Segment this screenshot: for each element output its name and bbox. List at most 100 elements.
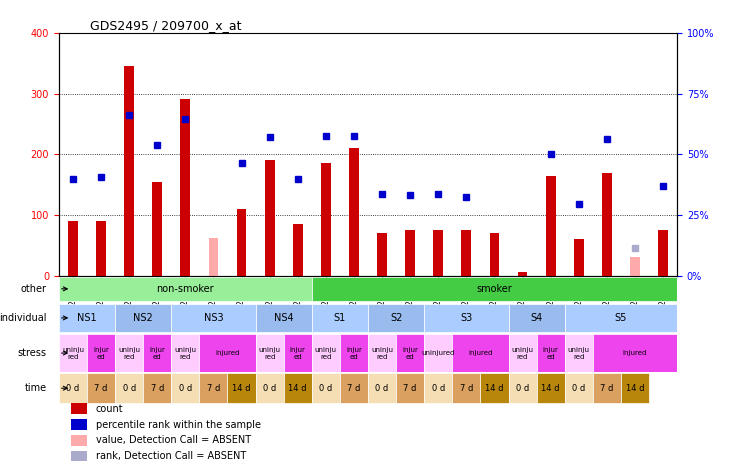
Text: 0 d: 0 d (122, 383, 135, 392)
Bar (574, 239, 584, 275)
Text: GDS2495 / 209700_x_at: GDS2495 / 209700_x_at (90, 19, 241, 32)
Text: NS4: NS4 (274, 313, 294, 323)
Text: rank, Detection Call = ABSENT: rank, Detection Call = ABSENT (96, 451, 247, 461)
Bar (71, 451, 87, 462)
Bar (208, 238, 219, 275)
Text: 0 d: 0 d (572, 383, 585, 392)
Text: 0 d: 0 d (263, 383, 276, 392)
Bar (237, 209, 247, 275)
Text: 7 d: 7 d (207, 383, 220, 392)
FancyBboxPatch shape (453, 373, 481, 403)
Bar (630, 257, 640, 275)
Text: value, Detection Call = ABSENT: value, Detection Call = ABSENT (96, 435, 251, 445)
Text: count: count (96, 404, 124, 414)
FancyBboxPatch shape (199, 335, 255, 372)
FancyBboxPatch shape (199, 373, 227, 403)
FancyBboxPatch shape (368, 304, 424, 332)
Bar (658, 230, 668, 275)
Text: uninju
red: uninju red (62, 346, 84, 360)
Bar (71, 403, 87, 414)
FancyBboxPatch shape (340, 335, 368, 372)
FancyBboxPatch shape (255, 335, 283, 372)
FancyBboxPatch shape (87, 373, 115, 403)
FancyBboxPatch shape (621, 373, 649, 403)
FancyBboxPatch shape (171, 373, 199, 403)
Bar (489, 233, 499, 275)
Text: uninju
red: uninju red (174, 346, 197, 360)
FancyBboxPatch shape (312, 277, 677, 301)
Text: S2: S2 (390, 313, 403, 323)
Text: smoker: smoker (477, 284, 512, 294)
Text: individual: individual (0, 313, 46, 323)
Text: 0 d: 0 d (66, 383, 79, 392)
Text: NS3: NS3 (204, 313, 223, 323)
FancyBboxPatch shape (481, 373, 509, 403)
Text: 7 d: 7 d (600, 383, 614, 392)
FancyBboxPatch shape (115, 335, 144, 372)
Text: 7 d: 7 d (403, 383, 417, 392)
Text: 7 d: 7 d (347, 383, 361, 392)
FancyBboxPatch shape (424, 335, 453, 372)
Bar (71, 419, 87, 430)
FancyBboxPatch shape (565, 335, 592, 372)
FancyBboxPatch shape (59, 277, 312, 301)
Text: 0 d: 0 d (516, 383, 529, 392)
Text: 7 d: 7 d (460, 383, 473, 392)
Text: injur
ed: injur ed (402, 346, 418, 360)
FancyBboxPatch shape (509, 304, 565, 332)
Bar (434, 230, 443, 275)
Text: injur
ed: injur ed (149, 346, 165, 360)
Bar (208, 273, 219, 275)
Bar (265, 160, 275, 275)
Text: percentile rank within the sample: percentile rank within the sample (96, 419, 261, 429)
FancyBboxPatch shape (509, 373, 537, 403)
FancyBboxPatch shape (283, 373, 312, 403)
Text: 0 d: 0 d (375, 383, 389, 392)
FancyBboxPatch shape (424, 373, 453, 403)
Text: uninju
red: uninju red (258, 346, 280, 360)
FancyBboxPatch shape (453, 335, 509, 372)
Text: injur
ed: injur ed (93, 346, 109, 360)
Text: 14 d: 14 d (626, 383, 644, 392)
Text: NS1: NS1 (77, 313, 97, 323)
FancyBboxPatch shape (368, 373, 396, 403)
FancyBboxPatch shape (144, 373, 171, 403)
Text: S1: S1 (333, 313, 346, 323)
Bar (96, 221, 106, 275)
FancyBboxPatch shape (115, 373, 144, 403)
FancyBboxPatch shape (537, 373, 565, 403)
FancyBboxPatch shape (255, 304, 312, 332)
Bar (517, 273, 528, 275)
FancyBboxPatch shape (592, 335, 677, 372)
Bar (321, 164, 330, 275)
Bar (461, 230, 471, 275)
Bar (349, 148, 359, 275)
FancyBboxPatch shape (59, 304, 115, 332)
FancyBboxPatch shape (227, 373, 255, 403)
Text: injured: injured (216, 350, 240, 356)
Text: uninju
red: uninju red (567, 346, 590, 360)
FancyBboxPatch shape (171, 335, 199, 372)
FancyBboxPatch shape (171, 304, 255, 332)
Text: 14 d: 14 d (289, 383, 307, 392)
Text: uninju
red: uninju red (371, 346, 393, 360)
Bar (68, 221, 78, 275)
Text: uninju
red: uninju red (512, 346, 534, 360)
FancyBboxPatch shape (424, 304, 509, 332)
Text: non-smoker: non-smoker (157, 284, 214, 294)
FancyBboxPatch shape (59, 335, 87, 372)
Text: 14 d: 14 d (233, 383, 251, 392)
FancyBboxPatch shape (312, 304, 368, 332)
FancyBboxPatch shape (565, 304, 677, 332)
FancyBboxPatch shape (312, 373, 340, 403)
Bar (71, 435, 87, 446)
FancyBboxPatch shape (368, 335, 396, 372)
Text: S5: S5 (615, 313, 627, 323)
Text: injured: injured (468, 350, 492, 356)
FancyBboxPatch shape (255, 373, 283, 403)
Text: 14 d: 14 d (542, 383, 560, 392)
Text: injur
ed: injur ed (346, 346, 362, 360)
Text: 14 d: 14 d (485, 383, 503, 392)
Text: S3: S3 (460, 313, 473, 323)
FancyBboxPatch shape (396, 335, 424, 372)
